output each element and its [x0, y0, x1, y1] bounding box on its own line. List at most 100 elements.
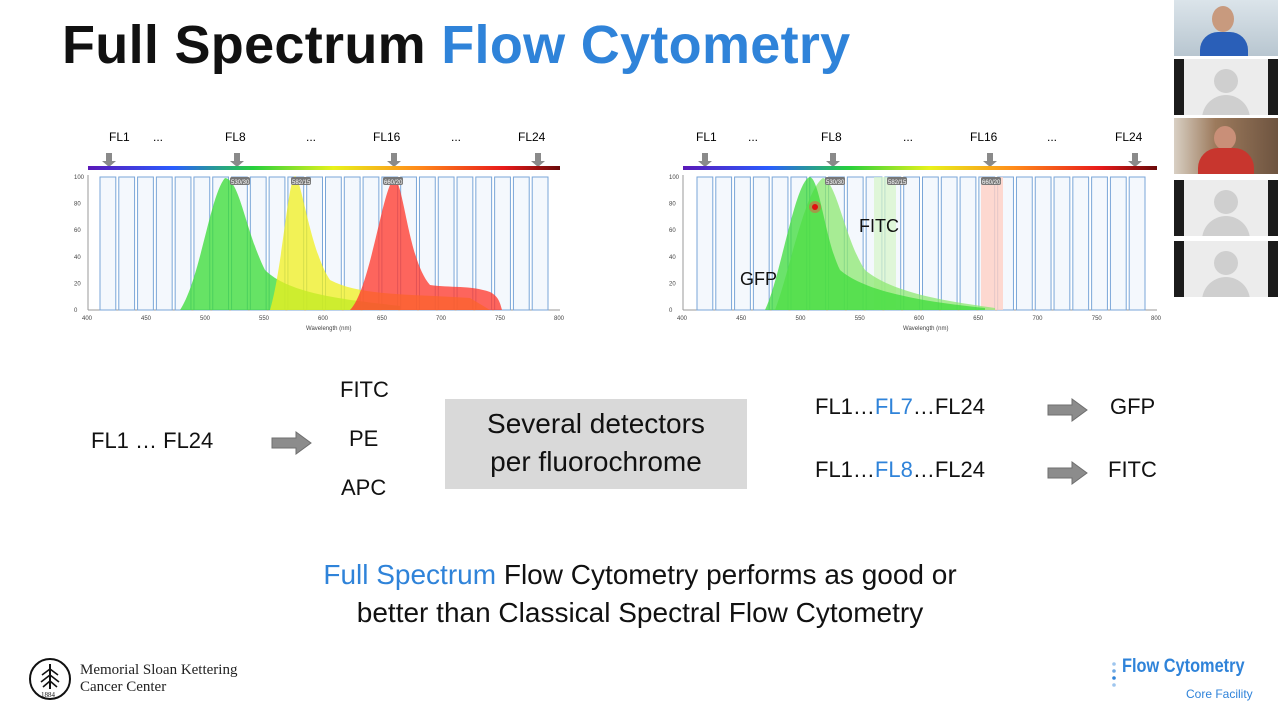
filter-label: 660/20 — [982, 180, 1001, 186]
conclusion-text: Full Spectrum Flow Cytometry performs as… — [240, 556, 1040, 632]
detector-bin — [1015, 176, 1033, 311]
detector-bins — [696, 176, 1146, 311]
x-axis-label: Wavelength (nm) — [306, 326, 351, 332]
detector-bin — [174, 176, 192, 311]
detector-bin — [512, 176, 530, 311]
y-tick-label: 100 — [74, 175, 85, 181]
x-tick-label: 650 — [973, 316, 984, 322]
classical-output-fitc: FITC — [340, 377, 389, 402]
detector-bin — [494, 176, 511, 311]
participant-tile-2[interactable] — [1174, 59, 1278, 115]
fs-row2-suffix: …FL24 — [912, 457, 985, 482]
x-tick-label: 550 — [855, 316, 866, 322]
fs-row1-highlight: FL7 — [874, 394, 913, 419]
flow-cytometry-logo: Flow Cytometry Core Facility — [1110, 656, 1260, 706]
detector-bin — [99, 176, 117, 311]
det-label: FL24 — [1115, 130, 1143, 144]
participant-tile-4[interactable] — [1174, 180, 1278, 236]
x-tick-label: 500 — [200, 316, 211, 322]
yellow-spectrum — [270, 176, 490, 310]
detector-bin — [1053, 176, 1071, 311]
detector-bin — [1072, 176, 1090, 311]
y-tick-label: 20 — [669, 281, 676, 287]
x-tick-label: 450 — [736, 316, 747, 322]
y-axis-ticks: 0 20 40 60 80 100 — [74, 175, 85, 314]
msk-line1: Memorial Sloan Kettering — [80, 662, 238, 678]
dots-icon — [1112, 662, 1116, 687]
fitc-annotation: FITC — [859, 216, 899, 236]
det-label: FL16 — [373, 130, 401, 144]
x-tick-label: 600 — [318, 316, 329, 322]
y-tick-label: 80 — [669, 202, 676, 208]
x-tick-label: 750 — [1092, 316, 1103, 322]
callout-line1: Several detectors — [487, 408, 705, 439]
conclusion-line1: Full Spectrum Flow Cytometry performs as… — [240, 556, 1040, 594]
classical-output-pe: PE — [349, 426, 379, 451]
participant-tile-1[interactable] — [1174, 0, 1278, 56]
y-tick-label: 60 — [74, 228, 81, 234]
fs-row2-prefix: FL1… — [815, 457, 875, 482]
spectrum-chart-right: FL1 ... FL8 ... FL16 ... FL24 530/30 582… — [665, 120, 1165, 335]
det-label: FL8 — [821, 130, 842, 144]
det-label: ... — [306, 130, 316, 144]
classical-range: FL1 … FL24 — [91, 428, 214, 453]
classical-output-apc: APC — [341, 475, 387, 500]
det-label: FL1 — [109, 130, 130, 144]
x-tick-label: 700 — [436, 316, 447, 322]
detector-bin — [959, 176, 977, 311]
spectrum-right-svg: FL1 ... FL8 ... FL16 ... FL24 530/30 582… — [669, 130, 1162, 332]
y-tick-label: 60 — [669, 228, 676, 234]
det-label: FL1 — [696, 130, 717, 144]
video-participants-panel[interactable] — [1174, 0, 1278, 300]
title-part2: Flow Cytometry — [441, 15, 851, 75]
x-tick-label: 400 — [82, 316, 93, 322]
det-label: ... — [748, 130, 758, 144]
det-label: ... — [153, 130, 163, 144]
arrow-right-icon — [1047, 398, 1088, 422]
detector-bin — [922, 176, 939, 311]
conclusion-line1-rest: Flow Cytometry performs as good or — [496, 559, 957, 590]
detector-arrows — [102, 153, 545, 167]
y-tick-label: 40 — [74, 255, 81, 261]
filter-label: 530/30 — [231, 180, 250, 186]
detector-bin — [531, 176, 549, 311]
gfp-spectrum — [765, 177, 985, 310]
x-tick-label: 550 — [259, 316, 270, 322]
filter-label: 582/15 — [292, 180, 311, 186]
detector-bin — [752, 176, 770, 311]
arrow-right-icon — [1047, 461, 1088, 485]
fs-row2-highlight: FL8 — [874, 457, 913, 482]
detector-bin — [903, 176, 920, 311]
msk-wordmark: Memorial Sloan Kettering Cancer Center — [80, 662, 237, 696]
avatar-icon — [1214, 69, 1238, 93]
y-tick-label: 20 — [74, 281, 81, 287]
y-axis-ticks: 0 20 40 60 80 100 — [669, 175, 680, 314]
participant-tile-3[interactable] — [1174, 118, 1278, 174]
det-label: FL16 — [970, 130, 998, 144]
y-tick-label: 40 — [669, 255, 676, 261]
fs-row1: FL1…FL7…FL24 — [815, 394, 985, 420]
conclusion-line2: better than Classical Spectral Flow Cyto… — [356, 597, 924, 628]
y-tick-label: 100 — [669, 175, 680, 181]
det-label: FL24 — [518, 130, 546, 144]
x-tick-label: 750 — [495, 316, 506, 322]
detector-bin — [940, 176, 958, 311]
x-tick-label: 650 — [377, 316, 388, 322]
detector-bin — [696, 176, 714, 311]
fc-logo-subtitle: Core Facility — [1186, 687, 1253, 701]
participant-tile-5[interactable] — [1174, 241, 1278, 297]
green-spectrum — [180, 178, 400, 310]
x-tick-label: 800 — [554, 316, 565, 322]
msk-year: 1884 — [41, 691, 56, 699]
x-axis-ticks: 400 450 500 550 600 650 700 750 800 — [677, 316, 1162, 322]
filter-label: 660/20 — [384, 180, 403, 186]
red-spectrum — [350, 178, 502, 310]
fs-row1-suffix: …FL24 — [912, 394, 985, 419]
det-label: FL8 — [225, 130, 246, 144]
detector-bin — [155, 176, 173, 311]
x-tick-label: 450 — [141, 316, 152, 322]
gfp-annotation: GFP — [740, 269, 777, 289]
conclusion-highlight: Full Spectrum — [323, 559, 497, 590]
det-label: ... — [451, 130, 461, 144]
fs-row1-prefix: FL1… — [815, 394, 875, 419]
